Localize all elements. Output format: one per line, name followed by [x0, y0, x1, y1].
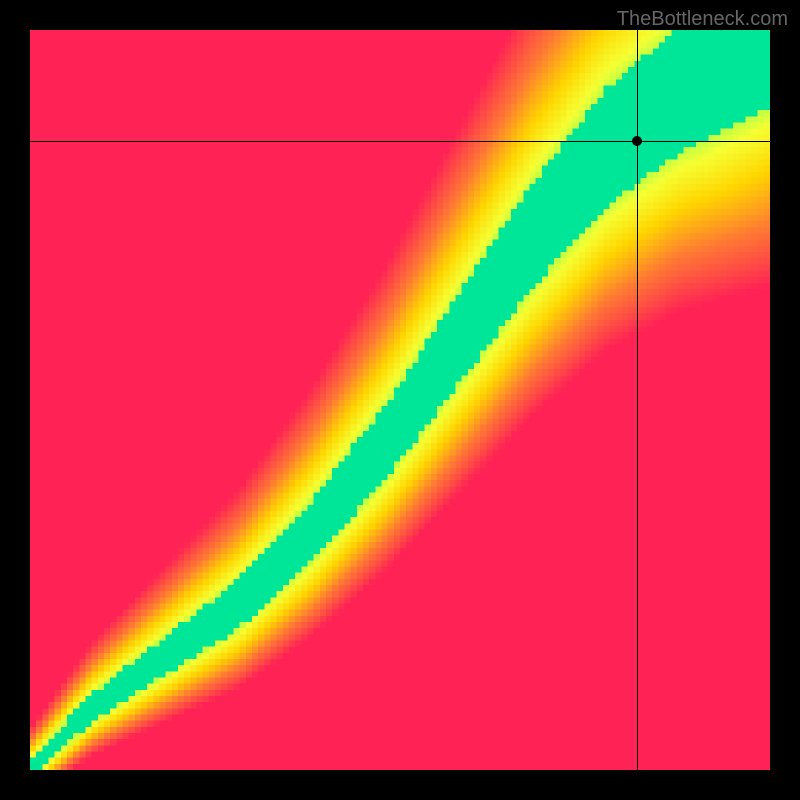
- marker-dot: [632, 136, 642, 146]
- watermark-text: TheBottleneck.com: [617, 8, 788, 31]
- crosshair-horizontal: [30, 141, 770, 142]
- chart-container: TheBottleneck.com: [0, 0, 800, 800]
